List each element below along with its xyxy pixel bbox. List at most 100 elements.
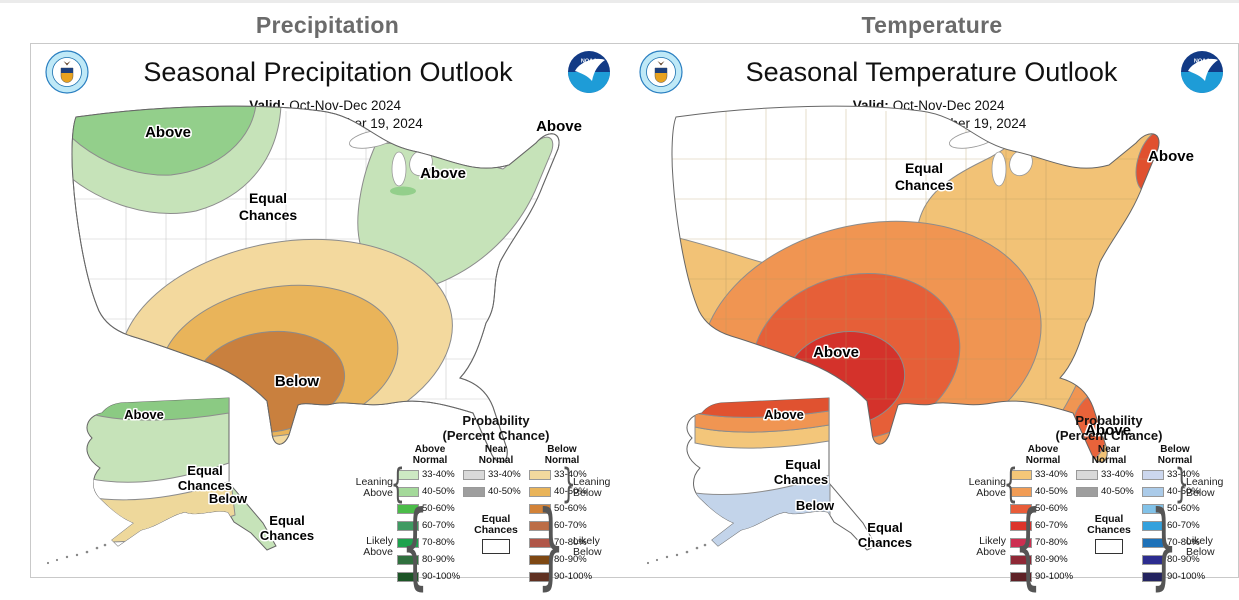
precip-map-title: Seasonal Precipitation Outlook [143,56,513,87]
legend-swatch [529,469,551,480]
aleutian-islands [646,543,707,565]
precipitation-map: Above Above Above Equal Chances Below Ab… [46,105,583,565]
temp-legend: Probability (Percent Chance) Above Normal … [958,413,1234,593]
legend-swatch [463,486,485,497]
legend-swatch [1142,486,1164,497]
dept-of-commerce-seal-icon [45,50,89,94]
precip-label-ak-mid-1: Equal [187,463,222,478]
leaning-below-brace: } [1174,461,1189,507]
precip-map-header: Seasonal Precipitation Outlook NOAA [31,44,625,95]
legend-leaning-above: Leaning Above [355,476,393,499]
legend-swatch [1010,520,1032,531]
svg-text:NOAA: NOAA [1194,59,1210,65]
legend-swatch [1142,571,1164,582]
legend-swatch [1142,520,1164,531]
precip-label-ak-south: Below [209,491,248,506]
noaa-logo-icon: NOAA [568,51,610,93]
legend-swatch [397,469,419,480]
legend-swatch [1142,503,1164,514]
precip-label-ak-se-1: Equal [269,513,304,528]
legend-grid: 33-40% 33-40% 33-40% 40-50% 40-50% 40-50… [1010,466,1208,585]
temp-label-main: Above [813,344,859,361]
temp-label-ak-south: Below [796,498,835,513]
temp-label-ak-mid-1: Equal [785,457,820,472]
legend-grid: 33-40% 33-40% 33-40% 40-50% 40-50% 40-50… [397,466,595,585]
legend-swatch [529,554,551,565]
legend-likely-above: Likely Above [363,535,393,558]
legend-swatch [1142,469,1164,480]
legend-swatch [1010,537,1032,548]
top-divider [0,0,1239,3]
valid-value: Oct-Nov-Dec 2024 [289,98,401,113]
precip-label-ak-north: Above [124,407,164,422]
likely-below-brace: } [1150,491,1178,600]
legend-swatch [1142,554,1164,565]
valid-value: Oct-Nov-Dec 2024 [892,98,1005,113]
temp-label-ak-north: Above [764,407,804,422]
legend-equal-chances: Equal Chances [463,514,529,554]
legend-likely-below: Likely Below [1186,535,1215,558]
legend-leaning-below: Leaning Below [1186,476,1224,499]
legend-leaning-above: Leaning Above [968,476,1006,499]
temp-map-title: Seasonal Temperature Outlook [745,56,1118,87]
precip-label-northwest: Above [145,124,191,141]
leaning-above-brace: { [390,461,405,507]
legend-column-headers: Above Normal Near Normal Below Normal [412,444,580,466]
temperature-panel: Seasonal Temperature Outlook NOAA Valid:… [625,43,1239,593]
precip-legend: Probability (Percent Chance) Above Normal … [345,413,621,593]
legend-swatch [529,486,551,497]
likely-above-brace: { [401,491,429,600]
legend-column-headers: Above Normal Near Normal Below Normal [1025,444,1193,466]
temp-label-florida: Above [1085,422,1131,439]
legend-title: Probability (Percent Chance) [442,413,550,443]
temp-label-northeast: Above [1148,148,1194,165]
equal-chances-box [482,539,510,554]
legend-swatch [1076,469,1098,480]
legend-leaning-below: Leaning Below [573,476,611,499]
legend-swatch [1010,503,1032,514]
temp-map-header: Seasonal Temperature Outlook NOAA [625,44,1238,95]
precip-label-equal-2: Chances [239,207,298,223]
precipitation-panel: Seasonal Precipitation Outlook NOAA Vali… [30,43,626,593]
legend-swatch [397,486,419,497]
temp-label-ak-se-2: Chances [858,535,912,550]
precip-label-ak-mid-2: Chances [178,478,232,493]
svg-text:NOAA: NOAA [581,59,597,65]
legend-swatch [397,571,419,582]
legend-swatch [1142,537,1164,548]
legend-swatch [529,537,551,548]
legend-swatch [1010,469,1032,480]
noaa-logo-icon: NOAA [1181,51,1223,93]
legend-swatch [397,520,419,531]
precip-label-ak-se-2: Chances [260,528,314,543]
legend-swatch [397,554,419,565]
temp-label-equal-1: Equal [905,160,943,176]
legend-swatch [1010,554,1032,565]
legend-swatch [529,571,551,582]
legend-title: Probability (Percent Chance) [1055,413,1163,443]
alaska-inset [86,397,277,551]
precipitation-column-header: Precipitation [255,12,400,38]
temperature-map: Equal Chances Above Above Above Above Eq… [646,105,1195,565]
legend-swatch [1076,486,1098,497]
temp-label-ak-se-1: Equal [867,520,902,535]
legend-likely-below: Likely Below [573,535,602,558]
precip-label-northeast: Above [536,118,582,135]
precip-label-south: Below [275,373,320,390]
precip-label-equal-1: Equal [249,190,287,206]
legend-likely-above: Likely Above [976,535,1006,558]
precip-label-lakes: Above [420,165,466,182]
legend-swatch [529,520,551,531]
likely-above-brace: { [1014,491,1042,600]
dept-of-commerce-seal-icon [639,50,683,94]
temp-label-equal-2: Chances [895,177,954,193]
legend-swatch [463,469,485,480]
aleutian-islands [46,543,107,565]
legend-swatch [1010,486,1032,497]
legend-swatch [1010,571,1032,582]
legend-equal-chances: Equal Chances [1076,514,1142,554]
likely-below-brace: } [537,491,565,600]
leaning-above-brace: { [1003,461,1018,507]
equal-chances-box [1095,539,1123,554]
legend-swatch [397,537,419,548]
